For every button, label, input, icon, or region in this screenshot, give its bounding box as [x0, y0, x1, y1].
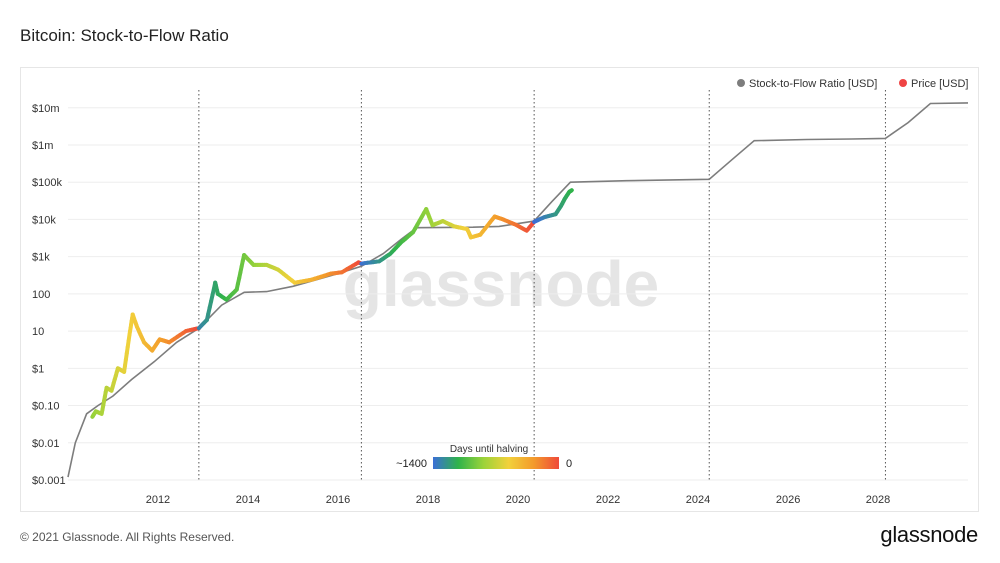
colorbar-min-label: ~1400: [396, 458, 427, 470]
x-tick-label: 2024: [686, 494, 710, 506]
legend-price-marker: [899, 79, 907, 87]
legend-price-label: Price [USD]: [911, 78, 968, 90]
y-tick-label: $10m: [32, 103, 60, 115]
legend-stock-to-flow-label: Stock-to-Flow Ratio [USD]: [749, 78, 877, 90]
y-tick-label: $0.10: [32, 401, 60, 413]
page-title: Bitcoin: Stock-to-Flow Ratio: [20, 26, 229, 45]
x-tick-label: 2028: [866, 494, 890, 506]
y-axis: $10m $1m $100k $10k $1k 100 10 $1 $0.10 $0.01 $0.0…: [32, 103, 66, 487]
y-tick-label: $100k: [32, 177, 62, 189]
x-tick-label: 2016: [326, 494, 350, 506]
price-series: [90, 188, 574, 419]
y-tick-label: $1: [32, 363, 44, 375]
x-tick-label: 2014: [236, 494, 260, 506]
colorbar-title: Days until halving: [450, 444, 528, 455]
y-tick-label: 10: [32, 326, 44, 338]
halving-markers: [198, 90, 886, 480]
legend-stock-to-flow-marker: [737, 79, 745, 87]
x-tick-label: 2020: [506, 494, 530, 506]
colorbar-gradient: [433, 457, 559, 469]
chart-frame: glassnode $10m $1m $100k $10k $1k 100 10 $1 $0.1…: [20, 67, 979, 512]
y-tick-label: $0.01: [32, 438, 60, 450]
legend: Stock-to-Flow Ratio [USD] Price [USD]: [737, 78, 968, 90]
y-tick-label: 100: [32, 289, 50, 301]
stock-to-flow-chart: glassnode $10m $1m $100k $10k $1k 100 10 $1 $0.1…: [32, 78, 968, 506]
colorbar-max-label: 0: [566, 458, 572, 470]
grid: [68, 107, 968, 481]
x-tick-label: 2026: [776, 494, 800, 506]
y-tick-label: $0.001: [32, 475, 66, 487]
glassnode-watermark: glassnode: [343, 248, 660, 320]
x-tick-label: 2018: [416, 494, 440, 506]
x-axis: 2012 2014 2016 2018 2020 2022 2024 2026 2028: [146, 494, 891, 506]
y-tick-label: $1m: [32, 140, 53, 152]
y-tick-label: $10k: [32, 214, 56, 226]
glassnode-logo: glassnode: [880, 522, 978, 547]
x-tick-label: 2022: [596, 494, 620, 506]
colorbar: Days until halving ~1400 0: [396, 444, 572, 470]
x-tick-label: 2012: [146, 494, 170, 506]
y-tick-label: $1k: [32, 252, 50, 264]
copyright-text: © 2021 Glassnode. All Rights Reserved.: [20, 530, 235, 544]
